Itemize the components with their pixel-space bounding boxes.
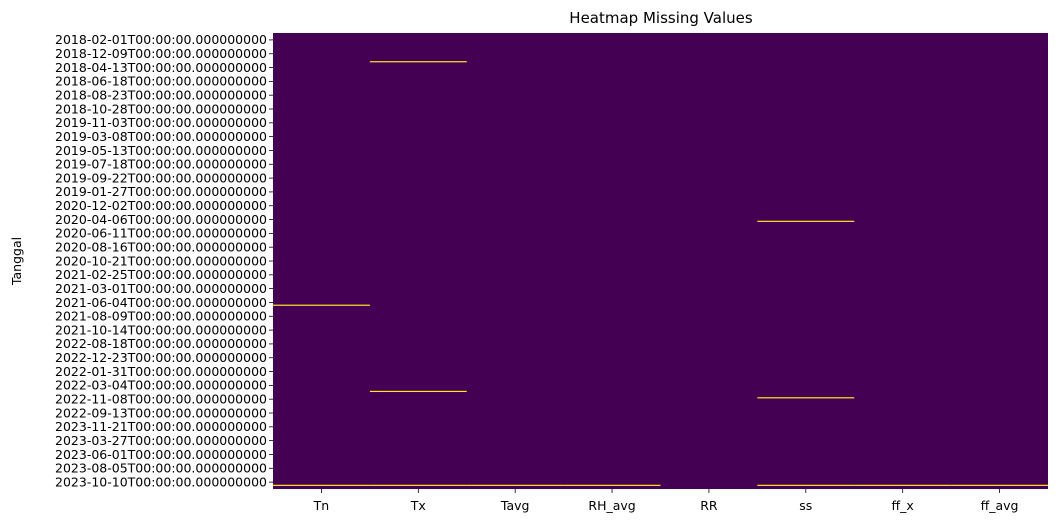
y-tick-label: 2023-11-21T00:00:00.000000000 bbox=[55, 419, 267, 434]
y-tick-label: 2018-10-28T00:00:00.000000000 bbox=[55, 101, 267, 116]
missing-value-mark bbox=[951, 484, 1048, 486]
y-tick-label: 2022-12-23T00:00:00.000000000 bbox=[55, 350, 267, 365]
y-tick-label: 2019-07-18T00:00:00.000000000 bbox=[55, 157, 267, 172]
x-axis-ticks: Tn Tx Tavg RH_avg RR ss ff_x ff_avg bbox=[313, 489, 1019, 513]
y-tick-label: 2021-10-14T00:00:00.000000000 bbox=[55, 322, 267, 337]
y-tick-label: 2019-05-13T00:00:00.000000000 bbox=[55, 143, 267, 158]
x-tick-label: Tx bbox=[410, 498, 426, 513]
x-tick-label: ss bbox=[799, 498, 812, 513]
x-tick-label: Tn bbox=[313, 498, 330, 513]
missing-value-mark bbox=[369, 390, 467, 393]
y-tick-label: 2020-08-16T00:00:00.000000000 bbox=[55, 239, 267, 254]
y-tick-label: 2021-02-25T00:00:00.000000000 bbox=[55, 267, 267, 282]
chart-title: Heatmap Missing Values bbox=[569, 9, 753, 27]
y-tick-label: 2018-06-18T00:00:00.000000000 bbox=[55, 74, 267, 89]
missing-value-mark bbox=[757, 397, 855, 399]
y-tick-label: 2022-08-18T00:00:00.000000000 bbox=[55, 336, 267, 351]
y-axis-ticks: 2018-02-01T00:00:00.0000000002018-12-09T… bbox=[55, 32, 273, 489]
y-tick-label: 2023-06-01T00:00:00.000000000 bbox=[55, 447, 267, 462]
x-tick-label: ff_x bbox=[892, 498, 914, 513]
missing-value-mark bbox=[273, 484, 370, 486]
x-tick-label: ff_avg bbox=[981, 498, 1019, 513]
y-tick-label: 2021-08-09T00:00:00.000000000 bbox=[55, 309, 267, 324]
missing-value-mark bbox=[369, 484, 467, 486]
y-tick-label: 2020-06-11T00:00:00.000000000 bbox=[55, 226, 267, 241]
y-tick-label: 2023-08-05T00:00:00.000000000 bbox=[55, 461, 267, 476]
missing-value-mark bbox=[369, 61, 467, 63]
y-tick-label: 2018-04-13T00:00:00.000000000 bbox=[55, 60, 267, 75]
y-tick-label: 2022-01-31T00:00:00.000000000 bbox=[55, 364, 267, 379]
y-tick-label: 2018-08-23T00:00:00.000000000 bbox=[55, 87, 267, 102]
y-axis-label: Tanggal bbox=[9, 237, 24, 286]
y-tick-label: 2021-03-01T00:00:00.000000000 bbox=[55, 281, 267, 296]
x-tick-label: RR bbox=[700, 498, 718, 513]
x-tick-label: RH_avg bbox=[588, 498, 635, 513]
y-tick-label: 2023-03-27T00:00:00.000000000 bbox=[55, 433, 267, 448]
y-tick-label: 2023-10-10T00:00:00.000000000 bbox=[55, 474, 267, 489]
y-tick-label: 2019-01-27T00:00:00.000000000 bbox=[55, 184, 267, 199]
y-tick-label: 2019-11-03T00:00:00.000000000 bbox=[55, 115, 267, 130]
x-tick-label: Tavg bbox=[500, 498, 530, 513]
missing-value-mark bbox=[757, 220, 855, 222]
y-tick-label: 2022-09-13T00:00:00.000000000 bbox=[55, 405, 267, 420]
y-tick-label: 2018-02-01T00:00:00.000000000 bbox=[55, 32, 267, 47]
y-tick-label: 2018-12-09T00:00:00.000000000 bbox=[55, 46, 267, 61]
missing-value-mark bbox=[466, 484, 564, 486]
y-tick-label: 2019-03-08T00:00:00.000000000 bbox=[55, 129, 267, 144]
missing-value-mark bbox=[854, 484, 952, 486]
y-tick-label: 2020-12-02T00:00:00.000000000 bbox=[55, 198, 267, 213]
y-tick-label: 2019-09-22T00:00:00.000000000 bbox=[55, 170, 267, 185]
y-tick-label: 2022-11-08T00:00:00.000000000 bbox=[55, 391, 267, 406]
y-tick-label: 2020-04-06T00:00:00.000000000 bbox=[55, 212, 267, 227]
heatmap-background bbox=[273, 33, 1048, 489]
y-tick-label: 2020-10-21T00:00:00.000000000 bbox=[55, 253, 267, 268]
plot-area bbox=[273, 33, 1048, 489]
missing-value-mark bbox=[563, 484, 661, 486]
missing-value-marks bbox=[273, 61, 1048, 486]
y-tick-label: 2022-03-04T00:00:00.000000000 bbox=[55, 378, 267, 393]
y-tick-label: 2021-06-04T00:00:00.000000000 bbox=[55, 295, 267, 310]
missing-value-mark bbox=[757, 484, 855, 486]
missing-value-mark bbox=[273, 304, 370, 306]
